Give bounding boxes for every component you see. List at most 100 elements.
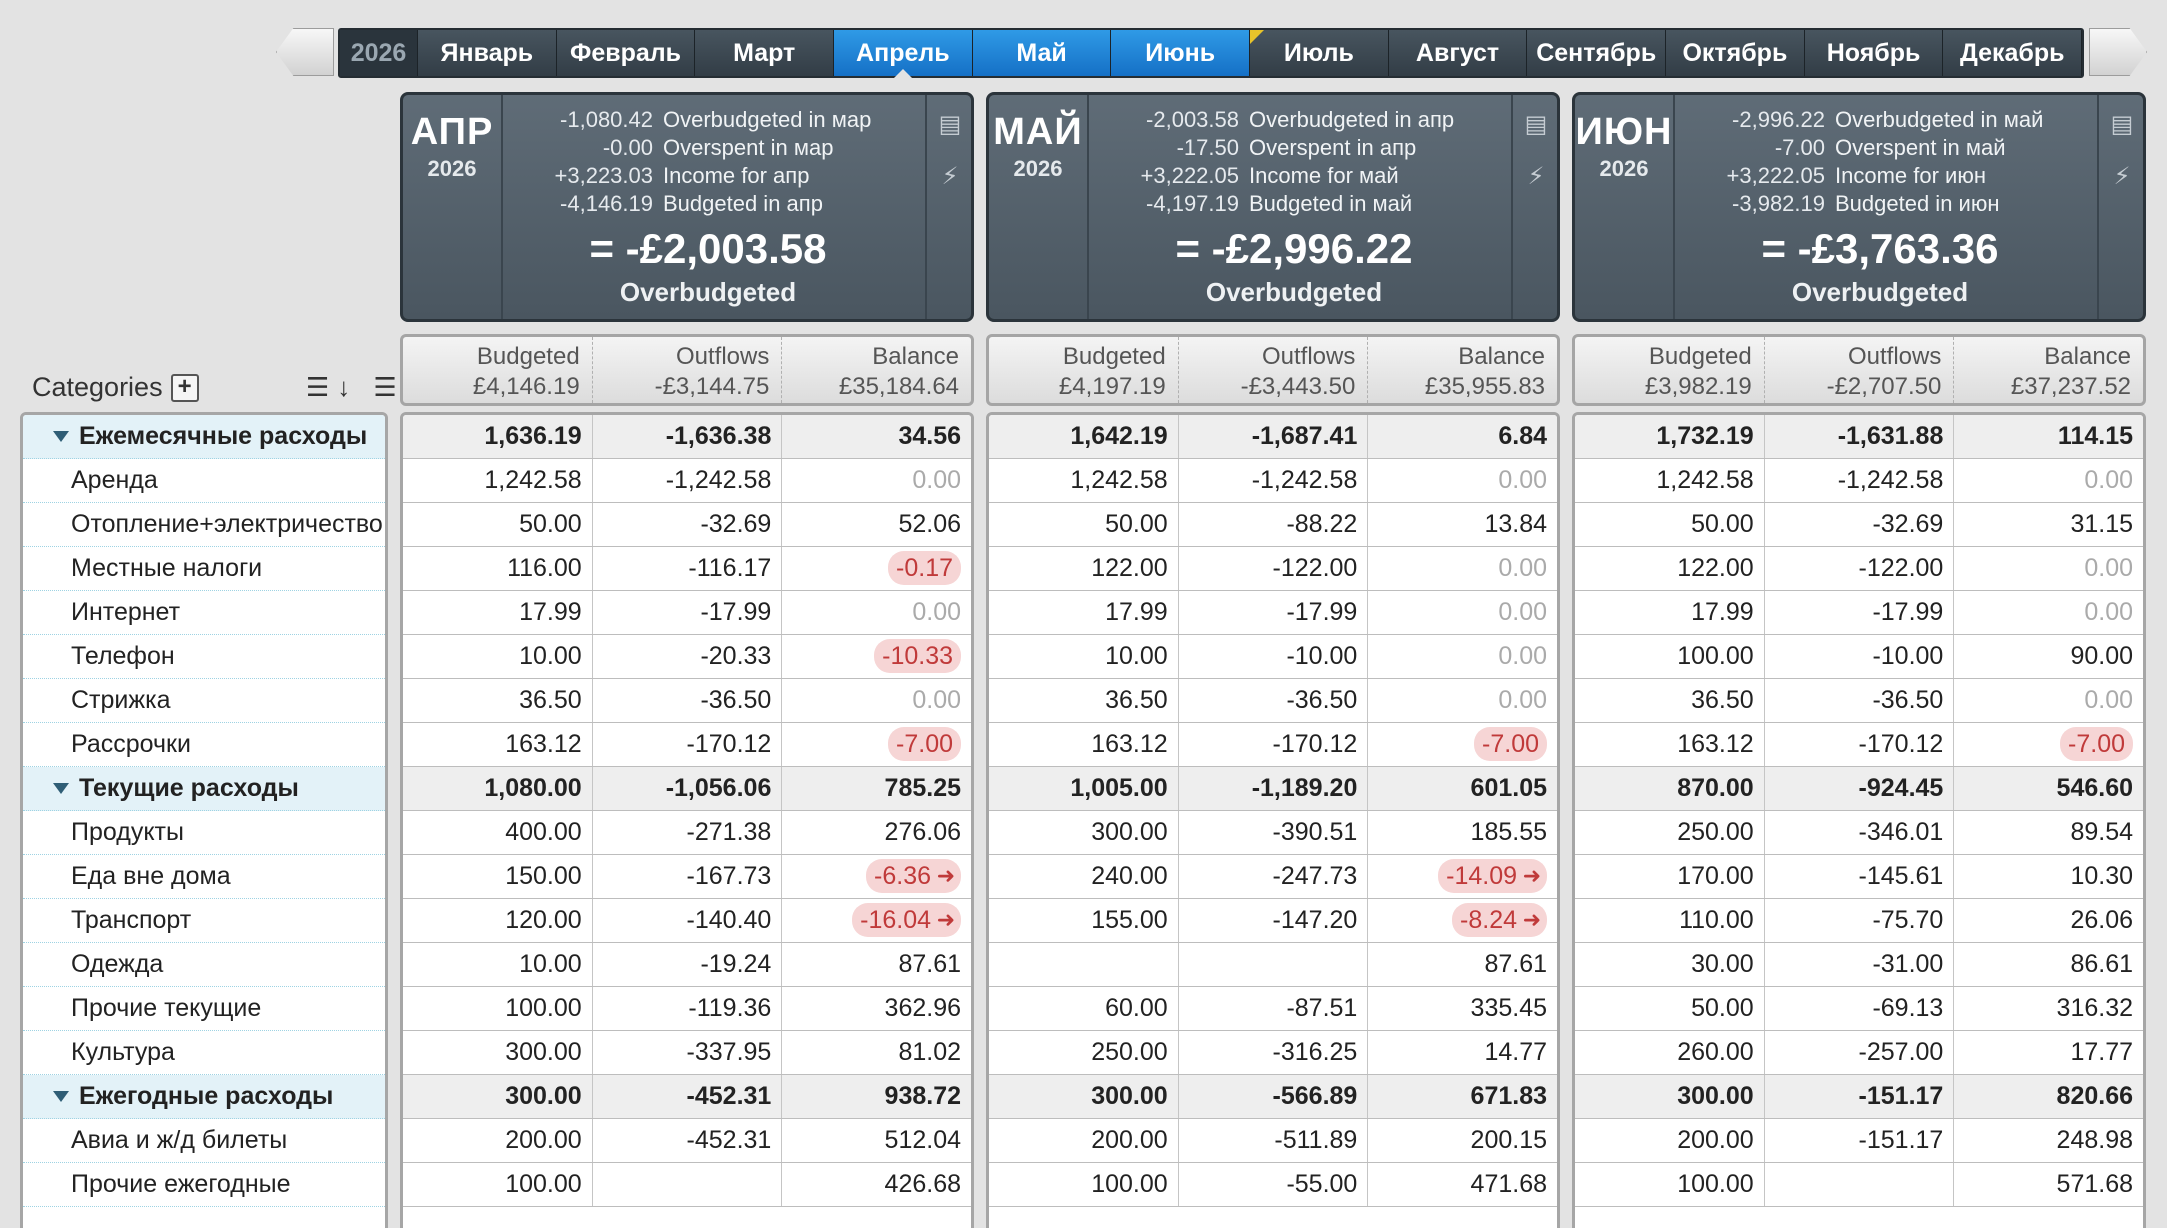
budgeted-cell[interactable]: 100.00 — [989, 1163, 1179, 1206]
budgeted-cell[interactable] — [989, 943, 1179, 986]
category-item[interactable]: Прочие текущие — [23, 987, 385, 1031]
category-item[interactable]: Местные налоги — [23, 547, 385, 591]
month-tab[interactable]: Ноябрь — [1804, 30, 1944, 76]
category-item[interactable]: Еда вне дома — [23, 855, 385, 899]
budgeted-cell[interactable]: 163.12 — [403, 723, 593, 766]
budgeted-cell[interactable]: 50.00 — [1575, 987, 1765, 1030]
collapse-triangle-icon[interactable] — [53, 431, 69, 442]
budgeted-cell[interactable]: 200.00 — [1575, 1119, 1765, 1162]
overspent-rollover-balance[interactable]: -16.04 — [852, 903, 962, 937]
budgeted-cell[interactable]: 1,080.00 — [403, 767, 593, 810]
month-tab[interactable]: Февраль — [556, 30, 696, 76]
budgeted-cell[interactable]: 870.00 — [1575, 767, 1765, 810]
month-tab[interactable]: Сентябрь — [1527, 30, 1667, 76]
budgeted-cell[interactable]: 10.00 — [989, 635, 1179, 678]
budgeted-cell[interactable]: 36.50 — [403, 679, 593, 722]
budgeted-cell[interactable]: 100.00 — [1575, 1163, 1765, 1206]
budgeted-cell[interactable]: 116.00 — [403, 547, 593, 590]
notes-icon[interactable]: ▤ — [2110, 111, 2134, 138]
month-tab[interactable]: Июнь — [1111, 30, 1251, 76]
month-tab[interactable]: Декабрь — [1943, 30, 2083, 76]
quick-budget-lightning-icon[interactable]: ⚡ — [2113, 163, 2131, 190]
budgeted-cell[interactable]: 36.50 — [989, 679, 1179, 722]
budgeted-cell[interactable]: 17.99 — [989, 591, 1179, 634]
category-group[interactable]: Текущие расходы — [23, 767, 385, 811]
collapse-triangle-icon[interactable] — [53, 783, 69, 794]
budgeted-cell[interactable]: 1,242.58 — [403, 459, 593, 502]
month-tab[interactable]: Январь — [418, 30, 557, 76]
quick-budget-lightning-icon[interactable]: ⚡ — [1527, 163, 1545, 190]
budgeted-cell[interactable]: 122.00 — [989, 547, 1179, 590]
category-item[interactable]: Культура — [23, 1031, 385, 1075]
budgeted-cell[interactable]: 1,636.19 — [403, 415, 593, 458]
month-tab[interactable]: Март — [695, 30, 835, 76]
overspent-balance[interactable]: -0.17 — [888, 551, 962, 585]
category-item[interactable]: Стрижка — [23, 679, 385, 723]
budgeted-cell[interactable]: 100.00 — [1575, 635, 1765, 678]
budgeted-cell[interactable]: 240.00 — [989, 855, 1179, 898]
budgeted-cell[interactable]: 200.00 — [403, 1119, 593, 1162]
notes-icon[interactable]: ▤ — [1524, 111, 1548, 138]
budgeted-cell[interactable]: 250.00 — [1575, 811, 1765, 854]
category-item[interactable]: Одежда — [23, 943, 385, 987]
budgeted-cell[interactable]: 163.12 — [1575, 723, 1765, 766]
notes-icon[interactable]: ▤ — [938, 111, 962, 138]
overspent-rollover-balance[interactable]: -6.36 — [866, 859, 962, 893]
category-item[interactable]: Интернет — [23, 591, 385, 635]
category-item[interactable]: Транспорт — [23, 899, 385, 943]
budgeted-cell[interactable]: 1,732.19 — [1575, 415, 1765, 458]
budgeted-cell[interactable]: 50.00 — [989, 503, 1179, 546]
budgeted-cell[interactable]: 36.50 — [1575, 679, 1765, 722]
overspent-balance[interactable]: -7.00 — [888, 727, 962, 761]
overspent-rollover-balance[interactable]: -14.09 — [1438, 859, 1548, 893]
budgeted-cell[interactable]: 1,242.58 — [1575, 459, 1765, 502]
month-tab[interactable]: Август — [1388, 30, 1528, 76]
category-item[interactable]: Телефон — [23, 635, 385, 679]
category-item[interactable]: Аренда — [23, 459, 385, 503]
collapse-triangle-icon[interactable] — [53, 1091, 69, 1102]
budgeted-cell[interactable]: 60.00 — [989, 987, 1179, 1030]
budgeted-cell[interactable]: 300.00 — [989, 811, 1179, 854]
budgeted-cell[interactable]: 250.00 — [989, 1031, 1179, 1074]
budgeted-cell[interactable]: 155.00 — [989, 899, 1179, 942]
budgeted-cell[interactable]: 300.00 — [403, 1031, 593, 1074]
budgeted-cell[interactable]: 100.00 — [403, 987, 593, 1030]
category-item[interactable]: Рассрочки — [23, 723, 385, 767]
budgeted-cell[interactable]: 170.00 — [1575, 855, 1765, 898]
overspent-balance[interactable]: -7.00 — [2060, 727, 2134, 761]
budgeted-cell[interactable]: 200.00 — [989, 1119, 1179, 1162]
budgeted-cell[interactable]: 300.00 — [1575, 1075, 1765, 1118]
budgeted-cell[interactable]: 1,242.58 — [989, 459, 1179, 502]
budgeted-cell[interactable]: 30.00 — [1575, 943, 1765, 986]
previous-month-arrow-icon[interactable] — [276, 28, 334, 76]
budgeted-cell[interactable]: 50.00 — [403, 503, 593, 546]
budgeted-cell[interactable]: 50.00 — [1575, 503, 1765, 546]
category-item[interactable]: Прочие ежегодные — [23, 1163, 385, 1207]
category-item[interactable]: Продукты — [23, 811, 385, 855]
budgeted-cell[interactable]: 110.00 — [1575, 899, 1765, 942]
add-category-button[interactable]: + — [170, 373, 199, 402]
budgeted-cell[interactable]: 300.00 — [989, 1075, 1179, 1118]
category-group[interactable]: Ежегодные расходы — [23, 1075, 385, 1119]
category-group[interactable]: Ежемесячные расходы — [23, 415, 385, 459]
month-tab[interactable]: Июль — [1250, 30, 1389, 76]
month-tab[interactable]: Май — [972, 30, 1112, 76]
budgeted-cell[interactable]: 100.00 — [403, 1163, 593, 1206]
budgeted-cell[interactable]: 300.00 — [403, 1075, 593, 1118]
category-item[interactable]: Отопление+электричество — [23, 503, 385, 547]
budgeted-cell[interactable]: 400.00 — [403, 811, 593, 854]
budgeted-cell[interactable]: 17.99 — [1575, 591, 1765, 634]
budgeted-cell[interactable]: 120.00 — [403, 899, 593, 942]
overspent-balance[interactable]: -7.00 — [1474, 727, 1548, 761]
month-tab[interactable]: Октябрь — [1666, 30, 1805, 76]
budgeted-cell[interactable]: 150.00 — [403, 855, 593, 898]
month-tab[interactable]: Апрель — [834, 30, 973, 78]
budgeted-cell[interactable]: 260.00 — [1575, 1031, 1765, 1074]
budgeted-cell[interactable]: 10.00 — [403, 635, 593, 678]
budgeted-cell[interactable]: 10.00 — [403, 943, 593, 986]
quick-budget-lightning-icon[interactable]: ⚡ — [941, 163, 959, 190]
next-month-arrow-icon[interactable] — [2089, 28, 2147, 76]
overspent-rollover-balance[interactable]: -8.24 — [1452, 903, 1548, 937]
budgeted-cell[interactable]: 163.12 — [989, 723, 1179, 766]
category-item[interactable]: Авиа и ж/д билеты — [23, 1119, 385, 1163]
